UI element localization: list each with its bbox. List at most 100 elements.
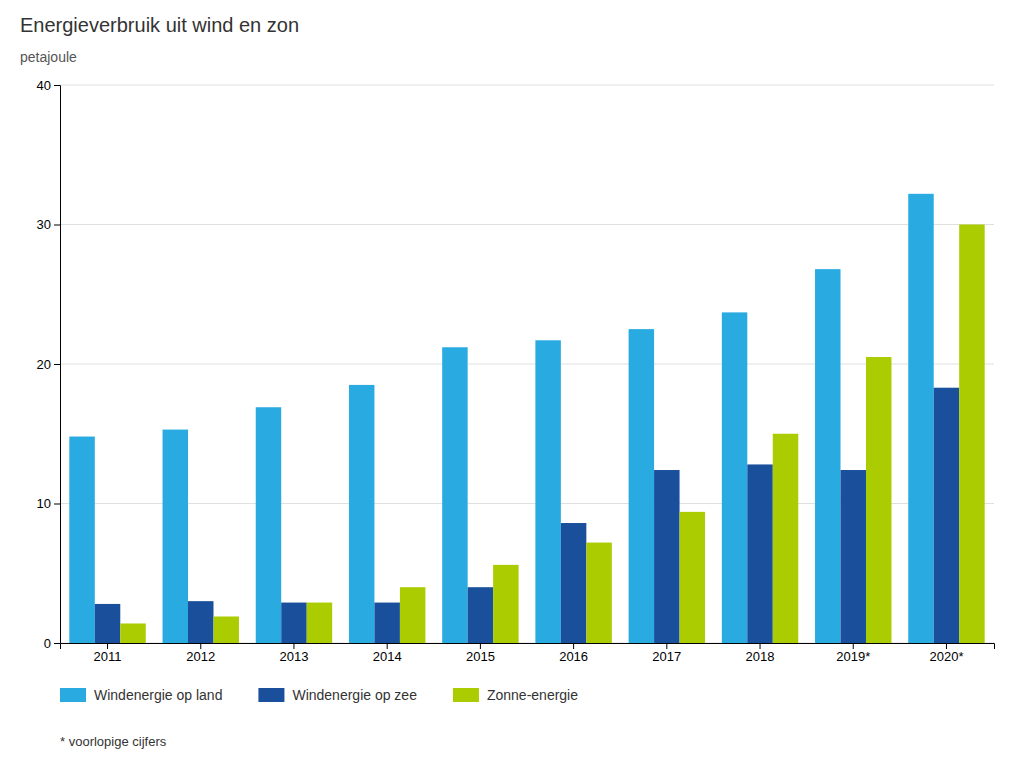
x-tick-mark (293, 643, 294, 649)
x-tick-mark (200, 643, 201, 649)
x-tick-label: 2018 (746, 649, 775, 664)
x-tick-mark (480, 643, 481, 649)
x-tick-mark (573, 643, 574, 649)
y-tick-mark (54, 225, 60, 226)
x-tick-mark (853, 643, 854, 649)
x-tick-label: 2016 (559, 649, 588, 664)
y-tick: 30 (37, 217, 60, 232)
y-tick: 10 (37, 496, 60, 511)
y-tick-mark (54, 364, 60, 365)
plot: 0102030402011201220132014201520162017201… (37, 78, 995, 665)
bar (934, 388, 959, 643)
bar (586, 543, 611, 643)
grid (60, 85, 994, 643)
x-tick: 2016 (559, 643, 588, 664)
y-tick-mark (54, 85, 60, 86)
bars (69, 194, 984, 643)
bar (841, 470, 866, 643)
x-tick: 2011 (94, 643, 122, 664)
x-tick-label: 2014 (373, 649, 402, 664)
legend: Windenergie op land Windenergie op zee Zon… (60, 687, 578, 703)
bar (815, 269, 840, 643)
bar (442, 347, 467, 643)
x-axis-line (61, 644, 995, 650)
bar-series (95, 388, 959, 643)
x-tick: 2020* (929, 643, 963, 664)
bar (747, 464, 772, 643)
y-axis: 0 10 20 30 40 (37, 78, 61, 651)
x-axis: 2011 2012 2013 2014 2015 2016 2017 2018 2019* 202… (61, 643, 995, 664)
bar (959, 225, 984, 644)
legend-swatch (60, 688, 86, 702)
bar (400, 587, 425, 643)
bar (95, 604, 120, 643)
y-tick-label: 40 (37, 78, 51, 93)
y-tick-mark (54, 643, 60, 644)
y-tick: 20 (37, 357, 60, 372)
bar (629, 329, 654, 643)
bar (213, 616, 238, 643)
legend-swatch (258, 688, 284, 702)
x-tick: 2013 (280, 643, 309, 664)
grid-line (60, 85, 994, 86)
bar (307, 603, 332, 643)
x-tick: 2017 (652, 643, 681, 664)
x-tick-label: 2017 (652, 649, 681, 664)
x-tick-label: 2013 (280, 649, 309, 664)
x-tick: 2018 (746, 643, 775, 664)
bar-series (120, 225, 984, 644)
y-tick-label: 10 (37, 496, 51, 511)
legend-item: Windenergie op land (60, 687, 222, 703)
bar (654, 470, 679, 643)
bar (163, 430, 188, 643)
y-axis-title: petajoule (20, 49, 77, 65)
x-tick: 2012 (186, 643, 215, 664)
bar (866, 357, 891, 643)
x-tick: 2014 (373, 643, 402, 664)
bar (69, 437, 94, 643)
bar (281, 603, 306, 643)
x-tick: 2015 (466, 643, 495, 664)
x-tick-mark (107, 643, 108, 649)
grid-line (60, 224, 994, 225)
y-tick: 0 (44, 636, 60, 651)
y-tick-label: 30 (37, 217, 51, 232)
y-tick-label: 20 (37, 357, 51, 372)
bar (680, 512, 705, 643)
x-tick-label: 2012 (186, 649, 215, 664)
bar (349, 385, 374, 643)
x-tick-mark (946, 643, 947, 649)
legend-label: Windenergie op zee (292, 687, 417, 703)
grid-line (60, 364, 994, 365)
bar (468, 587, 493, 643)
y-tick-label: 0 (44, 636, 51, 651)
y-axis-line (54, 86, 61, 644)
x-tick-label: 2015 (466, 649, 495, 664)
title: Energieverbruik uit wind en zon (20, 14, 299, 36)
bar (535, 340, 560, 643)
y-tick-mark (54, 504, 60, 505)
legend-label: Windenergie op land (94, 687, 222, 703)
x-tick-mark (760, 643, 761, 649)
bar-series (69, 194, 933, 643)
bar (722, 312, 747, 643)
y-tick: 40 (37, 78, 60, 93)
legend-item: Windenergie op zee (258, 687, 417, 703)
legend-item: Zonne-energie (453, 687, 578, 703)
bar (120, 623, 145, 643)
x-tick-mark (387, 643, 388, 649)
x-tick-label: 2011 (94, 649, 122, 664)
chart: Energieverbruik uit wind en zon petajoule… (0, 0, 1024, 768)
bar (773, 434, 798, 643)
x-tick-label: 2020* (929, 649, 963, 664)
footnote: * voorlopige cijfers (60, 734, 167, 749)
x-tick-label: 2019* (836, 649, 870, 664)
x-tick: 2019* (836, 643, 870, 664)
bar (256, 407, 281, 643)
bar (908, 194, 933, 643)
bar (188, 601, 213, 643)
bar (374, 603, 399, 643)
legend-label: Zonne-energie (487, 687, 578, 703)
bar (561, 523, 586, 643)
bar (493, 565, 518, 643)
